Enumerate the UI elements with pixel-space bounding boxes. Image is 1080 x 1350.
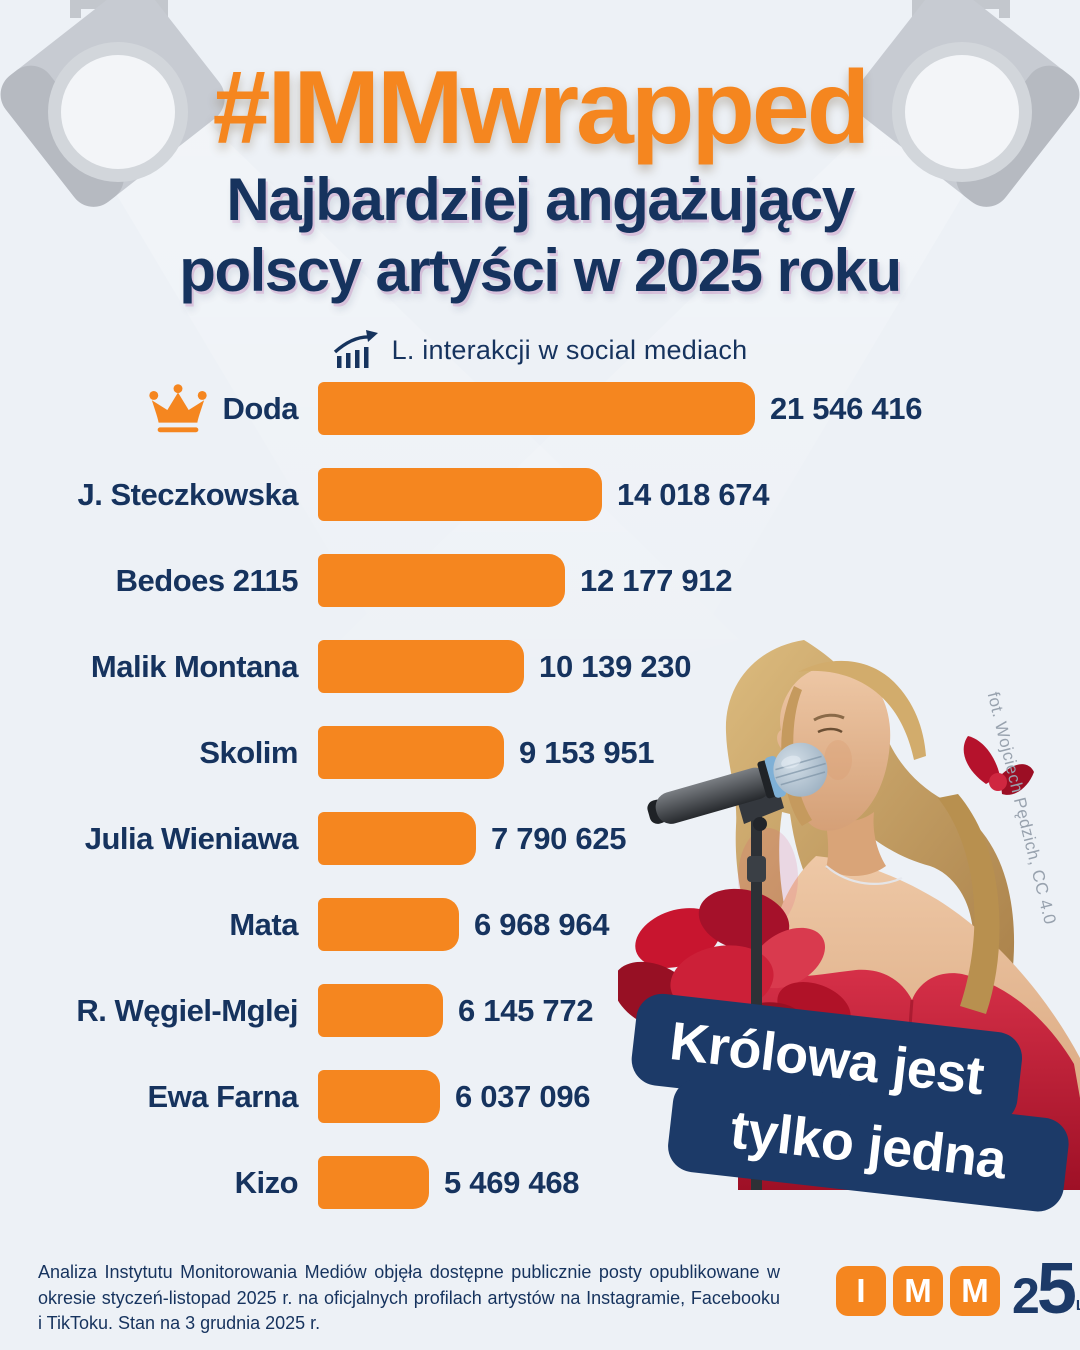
page-title: #IMMwrapped [212, 50, 871, 166]
artist-label-cell: Ewa Farna [0, 1079, 298, 1115]
artist-label-cell: Doda [0, 382, 298, 436]
bar [318, 382, 755, 435]
bar-value: 6 968 964 [474, 906, 610, 942]
artist-label-cell: Kizo [0, 1164, 299, 1201]
bar-value: 6 037 096 [455, 1078, 591, 1114]
bar-value: 7 790 625 [491, 820, 627, 856]
bar [318, 1156, 429, 1209]
artist-label: Bedoes 2115 [115, 562, 299, 598]
artist-label: Julia Wieniawa [84, 820, 299, 856]
bar-value: 9 153 951 [519, 734, 655, 770]
artist-label: Kizo [234, 1164, 299, 1200]
artist-label-cell: Bedoes 2115 [0, 562, 299, 599]
methodology-note: Analiza Instytutu Monitorowania Mediów o… [38, 1262, 780, 1334]
anniversary-label: LAT [1076, 1297, 1080, 1316]
artist-label: Mata [229, 906, 298, 942]
bar-row: Bedoes 2115 12 177 912 [0, 554, 1080, 607]
bar-row: Skolim 9 153 951 [0, 726, 1080, 779]
eye [817, 727, 843, 734]
page-subtitle-line2: polscy artyści w 2025 roku [179, 237, 902, 304]
artist-label: Skolim [199, 734, 298, 770]
bar-row: Mata 6 968 964 [0, 898, 1080, 951]
artist-label-cell: Mata [0, 907, 298, 943]
bar-row: J. Steczkowska 14 018 674 [0, 468, 1080, 521]
artist-label: Ewa Farna [147, 1078, 298, 1114]
chart-legend: L. interakcji w social mediach [0, 330, 1080, 370]
bar [318, 726, 504, 779]
artist-label-cell: J. Steczkowska [0, 476, 299, 513]
bar-value: 6 145 772 [458, 992, 594, 1028]
header: #IMMwrapped Najbardziej angażujący polsc… [0, 56, 1080, 302]
bar-row: Julia Wieniawa 7 790 625 [0, 812, 1080, 865]
imm-logo: IMM 2 5 LAT [836, 1249, 1080, 1329]
imm-logo-square: I [836, 1266, 886, 1317]
anniversary-digit-5: 5 [1036, 1249, 1077, 1329]
bar-row: R. Węgiel-Mglej 6 145 772 [0, 984, 1080, 1037]
page-subtitle-line1: Najbardziej angażujący [226, 166, 855, 233]
bar-row: Kizo 5 469 468 [0, 1156, 1080, 1209]
microphone [647, 742, 828, 824]
bar [318, 898, 459, 951]
bar-row: Doda 21 546 416 [0, 382, 1080, 435]
artist-label: J. Steczkowska [77, 476, 299, 512]
necklace [825, 865, 903, 885]
bar [318, 812, 476, 865]
hair-over-shoulder [938, 794, 1000, 1014]
bar-value: 5 469 468 [444, 1164, 580, 1200]
imm-logo-square: M [950, 1266, 1000, 1317]
anniversary-digit-2: 2 [1012, 1268, 1040, 1325]
bar [318, 468, 602, 521]
artist-label: R. Węgiel-Mglej [76, 992, 298, 1028]
bar-value: 12 177 912 [580, 562, 733, 598]
crown-icon [148, 383, 207, 432]
artist-label-cell: Skolim [0, 735, 298, 771]
artist-label: Malik Montana [90, 648, 299, 684]
bar-value: 14 018 674 [617, 476, 770, 512]
artist-label-cell: Malik Montana [0, 648, 299, 685]
bar [318, 640, 524, 693]
cheek-shading [824, 740, 852, 780]
artist-label-cell: Julia Wieniawa [0, 820, 299, 857]
bar [318, 1070, 440, 1123]
hair-bow [963, 736, 1034, 795]
bar [318, 554, 565, 607]
artist-label: Doda [222, 390, 299, 426]
imm-logo-square: M [893, 1266, 943, 1317]
bar-value: 21 546 416 [770, 390, 923, 426]
rising-bars-arrow-icon [333, 330, 378, 368]
bar-row: Ewa Farna 6 037 096 [0, 1070, 1080, 1123]
artist-label-cell: R. Węgiel-Mglej [0, 993, 298, 1029]
chart-legend-label: L. interakcji w social mediach [391, 334, 748, 365]
bar [318, 984, 443, 1037]
